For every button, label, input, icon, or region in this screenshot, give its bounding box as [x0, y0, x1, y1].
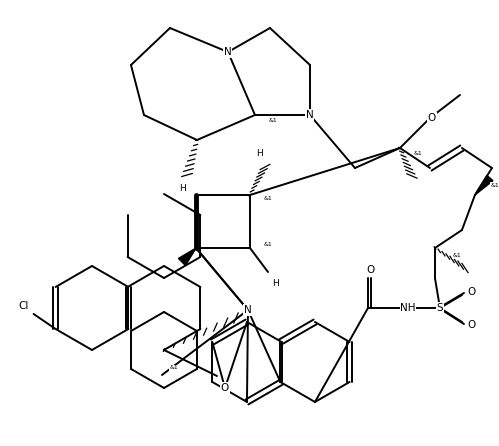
Text: O: O: [221, 383, 229, 393]
Text: H: H: [272, 280, 279, 289]
Text: Cl: Cl: [18, 301, 29, 311]
Text: S: S: [437, 303, 443, 313]
Text: H: H: [256, 149, 263, 157]
Text: &1: &1: [170, 365, 178, 371]
Text: O: O: [468, 320, 476, 330]
Text: H: H: [180, 183, 186, 193]
Text: &1: &1: [263, 243, 272, 248]
Polygon shape: [179, 248, 196, 265]
Text: N: N: [224, 47, 232, 57]
Text: N: N: [244, 305, 252, 315]
Text: O: O: [468, 287, 476, 297]
Text: O: O: [428, 113, 436, 123]
Text: &1: &1: [453, 253, 462, 259]
Text: &1: &1: [268, 117, 277, 123]
Text: NH: NH: [400, 303, 416, 313]
Text: O: O: [367, 265, 375, 275]
Text: &1: &1: [491, 182, 499, 187]
Polygon shape: [475, 175, 493, 195]
Text: &1: &1: [414, 150, 422, 156]
Text: &1: &1: [263, 195, 272, 201]
Text: N: N: [306, 110, 314, 120]
